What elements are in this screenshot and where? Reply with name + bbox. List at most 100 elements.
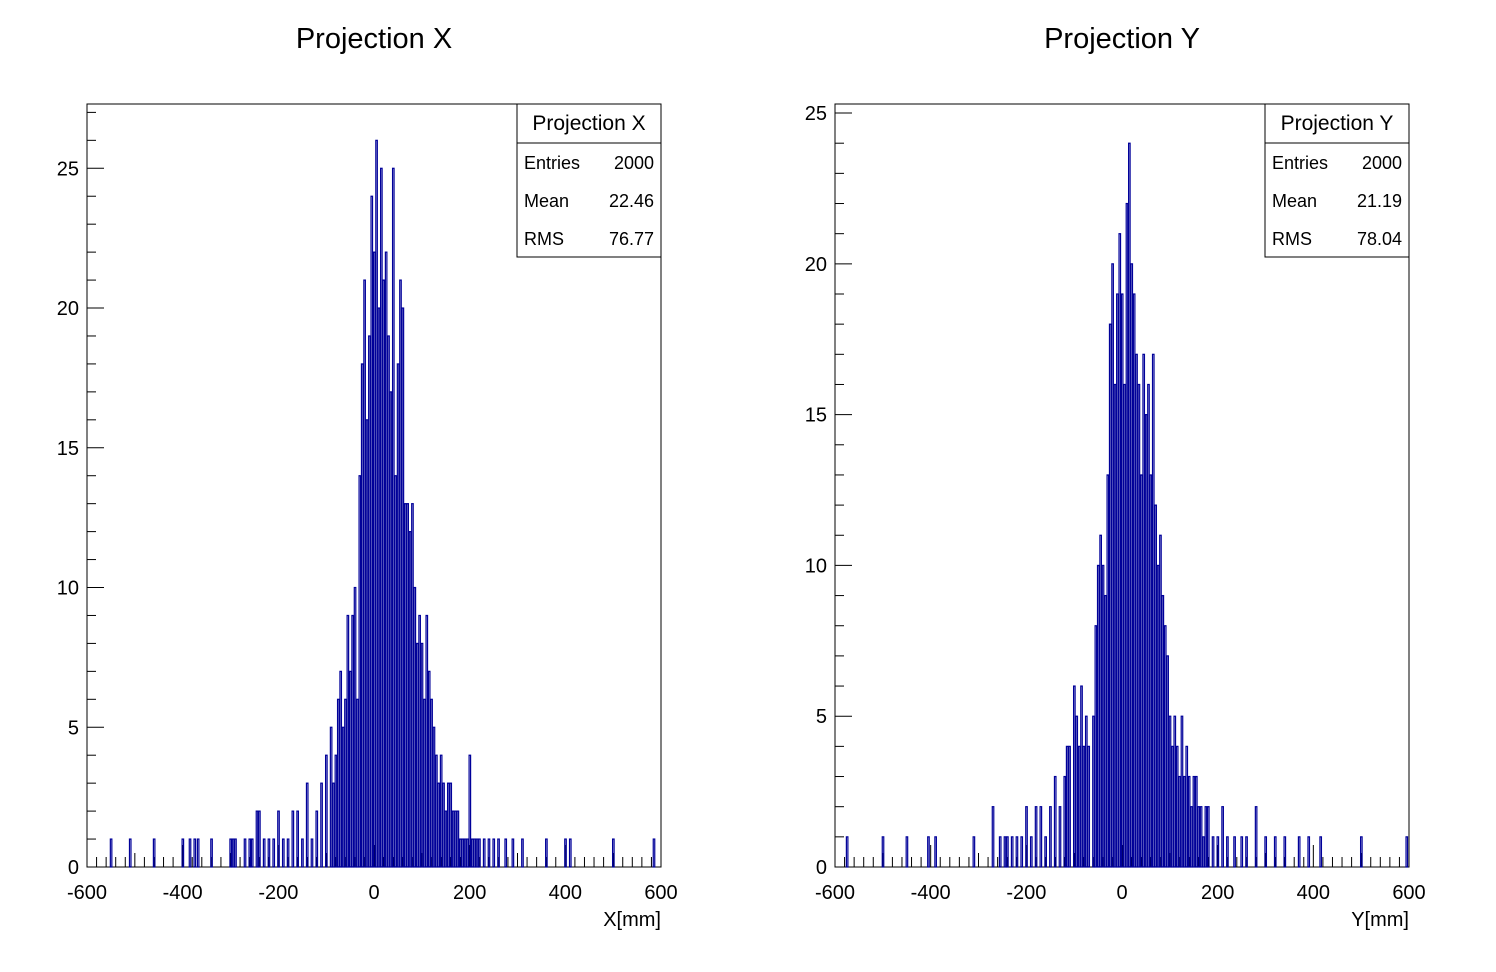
histogram-bar <box>346 614 350 868</box>
histogram-bar <box>927 836 930 868</box>
histogram-bar <box>334 754 338 868</box>
histogram-bar <box>427 670 431 868</box>
histogram-bar <box>188 838 192 868</box>
histogram-bar <box>1307 836 1311 868</box>
histogram-bar <box>425 614 429 868</box>
histogram-bar <box>473 838 476 868</box>
histogram-bar <box>1147 383 1150 868</box>
histogram-bar <box>351 614 355 868</box>
x-tick-label: -600 <box>815 882 855 904</box>
histogram-bar <box>1187 775 1191 868</box>
histogram-bar <box>1204 806 1208 868</box>
histogram-bar <box>1104 594 1107 868</box>
histogram-bar <box>339 670 343 868</box>
histogram-bar <box>1063 775 1067 868</box>
x-tick-label: -200 <box>258 882 298 904</box>
histogram-bar <box>320 782 323 868</box>
x-axis-label: Y[mm] <box>1351 909 1409 931</box>
histogram-bar <box>380 167 383 868</box>
y-tick-label: 0 <box>68 857 79 879</box>
y-tick-label: 0 <box>816 857 827 879</box>
histogram-bar <box>470 838 474 868</box>
histogram-bar <box>1010 836 1014 868</box>
histogram-bar <box>341 726 345 868</box>
x-axis-label: X[mm] <box>603 909 661 931</box>
stats-label: RMS <box>524 229 564 249</box>
histogram-bar <box>377 307 381 868</box>
histogram-bar <box>1075 715 1079 868</box>
histogram-bar <box>432 726 436 868</box>
histogram-bar <box>482 838 486 868</box>
x-tick-label: -600 <box>67 882 107 904</box>
stats-label: RMS <box>1272 229 1312 249</box>
histogram-bar <box>267 838 271 868</box>
y-tick-label: 15 <box>57 438 79 460</box>
histogram-bar <box>301 838 304 868</box>
histogram-bar <box>1068 745 1071 868</box>
histogram-bar <box>250 838 254 868</box>
histogram-bar <box>461 838 465 868</box>
histogram-bar <box>1137 383 1141 868</box>
histogram-bar <box>411 503 414 868</box>
histogram-bar <box>466 838 469 868</box>
histogram-bar <box>315 810 319 868</box>
histogram-panel-2: Projection Y -600 -400 -200 0 200 400 600 0 5 10 15… <box>805 23 1426 931</box>
histogram-bar <box>568 838 572 868</box>
stats-label: Entries <box>524 153 580 173</box>
histogram-bar <box>152 838 156 868</box>
y-tick-label: 10 <box>57 578 79 600</box>
histogram-bar <box>272 838 276 868</box>
histogram-bar <box>1006 836 1009 868</box>
histogram-bar <box>463 838 467 868</box>
histogram-bar <box>394 475 398 868</box>
histogram-bar <box>497 838 500 868</box>
histogram-bar <box>1319 836 1323 868</box>
histogram-bar <box>478 838 481 868</box>
histogram-bar <box>1065 745 1069 868</box>
x-tick-label: 0 <box>1116 882 1127 904</box>
histogram-bar <box>1003 836 1007 868</box>
histogram-bar <box>1194 775 1198 868</box>
x-tick-label: 200 <box>1201 882 1234 904</box>
histogram-bar <box>1015 836 1019 868</box>
histogram-bar <box>1044 836 1047 868</box>
histogram-bar <box>396 363 400 868</box>
histogram-bar <box>420 642 424 868</box>
histogram-bar <box>234 838 237 868</box>
histogram-bar <box>451 810 455 868</box>
histogram-bar <box>1190 806 1193 868</box>
histogram-bar <box>1240 836 1244 868</box>
stats-value: 2000 <box>614 153 654 173</box>
histogram-bar <box>423 698 426 868</box>
histogram-bar <box>229 838 233 868</box>
chart-title: Projection Y <box>1044 23 1200 55</box>
histogram-bar <box>449 782 453 868</box>
histogram-bar <box>281 838 285 868</box>
histogram-bar <box>384 251 388 868</box>
histogram-bar <box>1206 806 1210 868</box>
stats-box-frame <box>1264 103 1410 258</box>
histogram-bar <box>1180 715 1184 868</box>
histogram-bar <box>109 838 113 868</box>
histogram-bar <box>1084 715 1088 868</box>
histogram-bar <box>991 806 995 868</box>
histogram-bar <box>1221 806 1224 868</box>
histogram-bar <box>370 195 374 868</box>
histogram-bar <box>329 726 333 868</box>
histogram-bar <box>1049 806 1052 868</box>
stats-value: 78.04 <box>1357 229 1402 249</box>
histogram-bar <box>1161 594 1165 868</box>
x-tick-label: 0 <box>368 882 379 904</box>
histogram-bar <box>193 838 197 868</box>
x-tick-label: 400 <box>1297 882 1330 904</box>
histogram-bar <box>1264 836 1268 868</box>
histogram-bar <box>255 810 259 868</box>
histogram-bar <box>1135 353 1138 868</box>
histogram-bar <box>905 836 909 868</box>
histogram-bar <box>1156 564 1160 868</box>
histogram-bar <box>348 670 352 868</box>
histogram-bar <box>430 698 433 868</box>
y-tick-label: 25 <box>57 158 79 180</box>
histogram-bar <box>1092 715 1095 868</box>
histogram-bar <box>458 838 462 868</box>
